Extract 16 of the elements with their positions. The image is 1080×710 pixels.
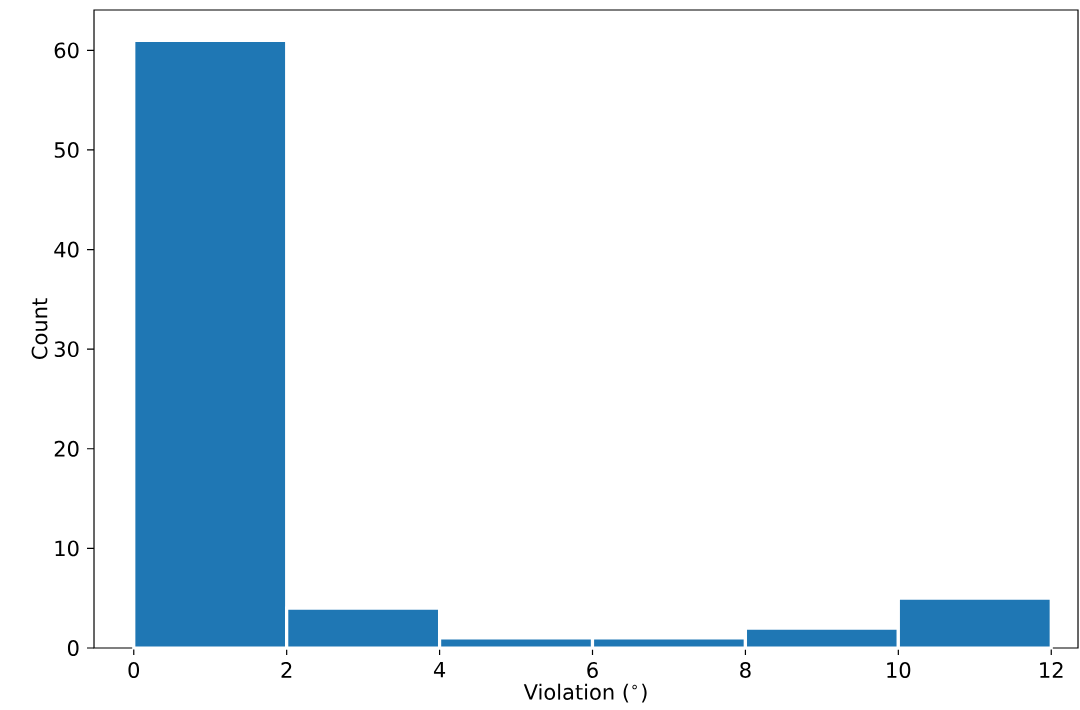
x-tick-label: 6 xyxy=(587,662,598,678)
y-axis-title: Count xyxy=(31,298,48,359)
y-tick-label: 50 xyxy=(54,141,79,158)
y-tick-label: 20 xyxy=(54,440,79,457)
x-tick-label: 4 xyxy=(433,662,446,678)
x-tick-label: 8 xyxy=(740,662,751,678)
x-tick-label: 0 xyxy=(128,662,140,678)
y-tick-label: 0 xyxy=(67,640,79,656)
x-axis-title: Violation ($^{∘}$) xyxy=(523,683,647,703)
y-tick-label: 10 xyxy=(55,540,79,557)
x-tick-label: 12 xyxy=(1040,662,1063,678)
y-tick-label: 40 xyxy=(54,241,79,258)
y-tick-label: 60 xyxy=(54,42,79,59)
x-tick-label: 10 xyxy=(887,662,911,678)
x-tick-label: 2 xyxy=(281,662,292,678)
y-tick-label: 30 xyxy=(54,341,79,358)
